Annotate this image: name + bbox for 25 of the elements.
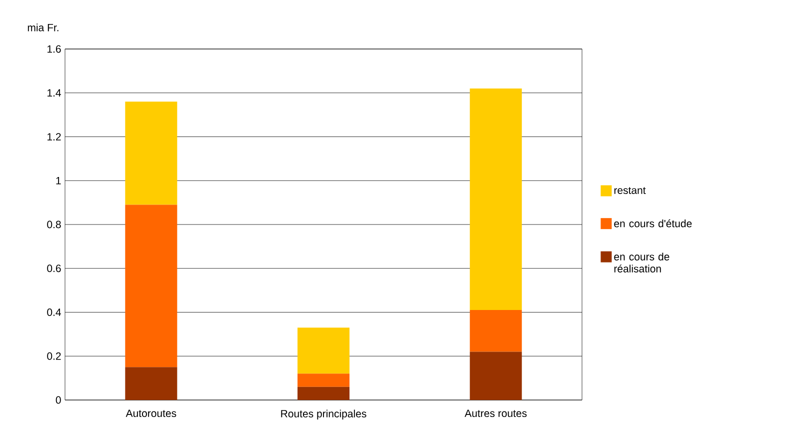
bar (125, 367, 178, 400)
bar (298, 328, 350, 374)
bar (298, 374, 350, 387)
bar (125, 102, 178, 205)
y-tick-label: 1 (56, 177, 61, 184)
y-axis-title: mia Fr. (28, 24, 58, 32)
x-tick-label: Routes principales (281, 410, 366, 420)
y-tick-label: 0 (56, 396, 61, 404)
y-tick-label: 0.6 (47, 264, 61, 272)
x-tick-label: Autoroutes (126, 410, 176, 418)
y-tick-label: 0.2 (47, 352, 61, 360)
bar (470, 310, 522, 352)
legend-label: en cours de réalisation (614, 252, 670, 272)
y-tick-label: 1.4 (48, 89, 61, 96)
y-tick-label: 0.8 (47, 220, 61, 228)
y-tick-label: 1.2 (48, 133, 61, 140)
bar (470, 352, 522, 400)
legend-label: restant (614, 187, 646, 194)
bar (298, 386, 350, 400)
bar (470, 88, 522, 310)
bar (125, 204, 178, 368)
y-tick-label: 1.6 (48, 45, 61, 53)
y-tick-label: 0.4 (47, 308, 61, 316)
legend-label: en cours d'étude (614, 219, 692, 228)
x-tick-label: Autres routes (464, 410, 527, 418)
